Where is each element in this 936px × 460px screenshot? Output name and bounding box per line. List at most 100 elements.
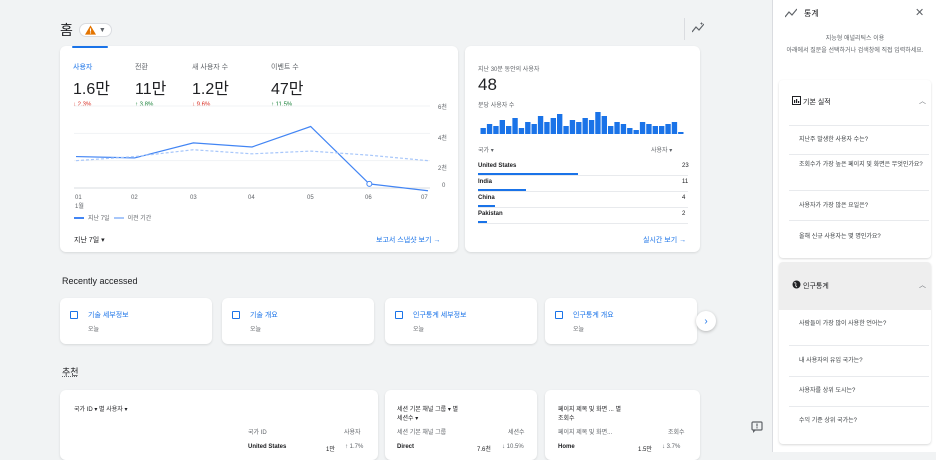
x-tick: 01 [75, 195, 82, 201]
metric-users[interactable]: 사용자 1.6만 ↓ 2.3% [73, 62, 110, 108]
feedback-icon[interactable] [750, 420, 764, 434]
dimension-selector[interactable]: 페이지 제목 및 화면 ... 별 [558, 407, 622, 413]
country-bar [478, 189, 526, 191]
dimension-selector[interactable]: 국가 ID ▾ 별 사용자 ▾ [74, 407, 128, 413]
row-delta: ↑ 1.7% [345, 444, 364, 450]
date-range-selector[interactable]: 지난 7일 ▾ [74, 235, 105, 245]
minute-bar [493, 126, 499, 134]
metric-events[interactable]: 이벤트 수 47만 ↑ 11.5% [271, 62, 304, 108]
minute-bar [659, 126, 665, 134]
metric-value: 11만 [135, 81, 167, 98]
insights-icon [785, 8, 797, 18]
metric-value: 1.2만 [192, 81, 229, 98]
row-value: 7.6천 [477, 447, 491, 453]
x-tick: 05 [307, 195, 314, 201]
recent-item[interactable]: 기술 세부정보 오늘 [60, 298, 212, 344]
next-button[interactable]: › [696, 311, 716, 331]
recent-item-sub: 오늘 [413, 327, 425, 333]
metric-value: 1.6만 [73, 81, 110, 98]
divider [789, 190, 929, 191]
metric-selector[interactable]: 세션수 ▾ [397, 416, 419, 422]
page-header: 홈 ▼ [60, 20, 112, 40]
users-line-chart [74, 105, 430, 192]
x-tick: 06 [365, 195, 372, 201]
minute-bar [550, 118, 556, 134]
minute-bar [627, 128, 633, 134]
insights-button[interactable] [684, 18, 708, 40]
report-icon [70, 311, 78, 319]
divider [789, 376, 929, 377]
section-basic-performance: 기본 실적 ︿ 지난주 발생한 사용자 수는? 조회수가 가장 높은 페이지 및… [779, 80, 931, 258]
users-column-header[interactable]: 사용자 ▾ [651, 148, 673, 154]
metric-label: 이벤트 수 [271, 64, 299, 71]
recent-item[interactable]: 인구통계 개요 오늘 [545, 298, 697, 344]
x-tick: 03 [190, 195, 197, 201]
report-icon [555, 311, 563, 319]
section-header-bg [779, 262, 931, 310]
view-realtime-link[interactable]: 실시간 보기 → [643, 235, 686, 245]
view-snapshot-link[interactable]: 보고서 스냅샷 보기 → [376, 235, 440, 245]
minute-bar [620, 124, 627, 134]
divider [789, 125, 929, 126]
chevron-up-icon[interactable]: ︿ [919, 98, 926, 105]
panel-title: 통계 [804, 9, 819, 18]
question-item[interactable]: 수익 기준 상위 국가는? [799, 418, 858, 424]
chevron-down-icon: ▾ [101, 237, 105, 244]
minute-bar [512, 118, 518, 134]
minute-bar [486, 124, 493, 134]
row-value: 1만 [326, 447, 335, 453]
insights-panel: 통계 ✕ 지능형 애널리틱스 이용 아래에서 질문을 선택하거나 검색창에 직접… [772, 0, 936, 452]
minute-bar [608, 126, 614, 134]
chevron-up-icon[interactable]: ︿ [919, 282, 926, 289]
close-icon[interactable]: ✕ [915, 7, 925, 19]
minute-bar [601, 116, 607, 134]
y-tick: 0 [442, 183, 446, 189]
x-tick: 07 [421, 195, 428, 201]
view-snapshot-label: 보고서 스냅샷 보기 [376, 237, 432, 244]
series-previous-line [75, 149, 429, 162]
metric-label: 사용자 [73, 64, 93, 71]
minute-bar [569, 120, 576, 134]
country-bar [478, 205, 495, 207]
question-item[interactable]: 올해 신규 사용자는 몇 명인가요? [799, 234, 881, 240]
date-range-label: 지난 7일 [74, 237, 100, 244]
metric-new-users[interactable]: 새 사용자 수 1.2만 ↓ 9.6% [192, 62, 229, 108]
row-divider [478, 191, 688, 192]
legend-swatch-previous [113, 216, 124, 219]
recommend-card [60, 390, 378, 460]
section-title[interactable]: 인구통계 [803, 283, 829, 290]
y-tick: 2천 [438, 166, 447, 172]
realtime-value: 48 [478, 75, 497, 94]
minute-bar [595, 112, 601, 134]
question-item[interactable]: 사람들이 가장 많이 사용한 언어는? [799, 321, 887, 327]
realtime-title: 지난 30분 동안의 사용자 [478, 67, 540, 73]
recent-item[interactable]: 인구통계 세부정보 오늘 [385, 298, 537, 344]
dimension-selector[interactable]: 세션 기본 채널 그룹 ▾ 별 [397, 407, 459, 413]
minute-bar [537, 116, 544, 134]
country-column-header[interactable]: 국가 ▾ [478, 148, 494, 154]
question-item[interactable]: 내 사용자의 유입 국가는? [799, 358, 863, 364]
metric-label: 새 사용자 수 [192, 64, 229, 71]
row-value: 1.5만 [638, 447, 652, 453]
metric-delta: ↓ 9.6% [192, 102, 211, 108]
section-title[interactable]: 기본 실적 [803, 99, 831, 106]
row-delta: ↓ 10.5% [502, 444, 524, 450]
question-item[interactable]: 조회수가 가장 높은 페이지 및 화면은 무엇인가요? [799, 162, 923, 168]
column-header: 국가 ID [248, 430, 267, 436]
row-label: Home [558, 444, 575, 450]
y-tick: 4천 [438, 136, 447, 142]
metric-delta: ↓ 2.3% [73, 102, 92, 108]
metric-conversions[interactable]: 전환 11만 ↑ 3.8% [135, 62, 166, 108]
metric-selector[interactable]: 조회수 [558, 416, 575, 422]
recent-item[interactable]: 기술 개요 오늘 [222, 298, 374, 344]
globe-icon [792, 280, 801, 289]
column-header: 페이지 제목 및 화면... [558, 430, 613, 436]
minute-bar [563, 126, 569, 134]
question-item[interactable]: 사용자가 가장 많은 요일은? [799, 203, 869, 209]
question-item[interactable]: 사용자를 상위 도시는? [799, 388, 856, 394]
per-minute-bar-chart [480, 112, 684, 134]
question-item[interactable]: 지난주 발생한 사용자 수는? [799, 137, 869, 143]
warning-badge[interactable]: ▼ [78, 23, 112, 37]
minute-bar [633, 130, 639, 134]
report-icon [232, 311, 240, 319]
